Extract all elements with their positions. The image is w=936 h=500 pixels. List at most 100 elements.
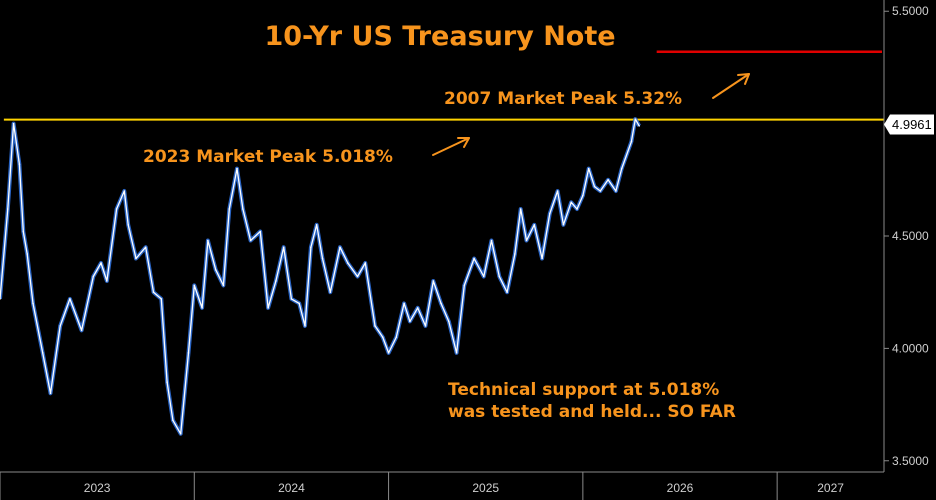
support-annotation-line-2: was tested and held... SO FAR bbox=[448, 402, 736, 422]
price-point bbox=[533, 223, 536, 226]
price-point bbox=[152, 291, 155, 293]
price-point bbox=[416, 307, 419, 309]
price-point bbox=[201, 307, 203, 309]
price-point bbox=[582, 194, 584, 197]
peak-2023-label: 2023 Market Peak 5.018% bbox=[143, 147, 393, 167]
last-price-badge-shape bbox=[884, 114, 934, 135]
price-point bbox=[620, 167, 623, 170]
x-axis-ticks: 2023 2024 2025 2026 2027 bbox=[0, 472, 844, 500]
price-point bbox=[304, 325, 306, 327]
price-point bbox=[80, 329, 83, 332]
price-point bbox=[228, 208, 231, 210]
price-point bbox=[0, 298, 1, 300]
price-point bbox=[599, 190, 602, 192]
price-point bbox=[541, 257, 543, 260]
price-point bbox=[222, 284, 225, 287]
price-point bbox=[187, 352, 190, 354]
price-point bbox=[290, 298, 293, 300]
price-point bbox=[275, 280, 277, 282]
last-price-badge: 4.9961 bbox=[884, 114, 934, 135]
price-point bbox=[193, 284, 196, 287]
price-point bbox=[490, 239, 493, 242]
price-point bbox=[32, 302, 34, 305]
price-point bbox=[498, 275, 501, 278]
price-point bbox=[630, 140, 633, 143]
x-tick-label: 2027 bbox=[817, 481, 844, 495]
price-point bbox=[562, 223, 565, 226]
price-point bbox=[432, 280, 435, 282]
price-series-line bbox=[0, 118, 640, 435]
price-point bbox=[395, 336, 398, 338]
price-point bbox=[69, 298, 71, 300]
price-point bbox=[106, 280, 108, 282]
peak-2007-label: 2007 Market Peak 5.32% bbox=[444, 89, 682, 109]
price-point bbox=[172, 419, 174, 422]
price-point bbox=[144, 246, 147, 249]
price-point bbox=[41, 352, 44, 354]
price-point bbox=[587, 167, 590, 170]
price-point bbox=[298, 302, 301, 305]
price-point bbox=[267, 307, 269, 309]
price-point bbox=[506, 291, 508, 293]
price-point bbox=[374, 325, 376, 327]
y-tick-label: 4.5000 bbox=[892, 229, 929, 243]
price-point bbox=[135, 257, 137, 260]
price-point bbox=[570, 201, 572, 204]
price-point bbox=[576, 208, 578, 210]
price-point bbox=[6, 208, 9, 210]
price-point bbox=[26, 253, 29, 255]
price-point bbox=[22, 230, 25, 233]
price-point bbox=[236, 167, 238, 170]
arrow-to-2007-peak bbox=[712, 73, 750, 99]
price-point bbox=[440, 302, 442, 305]
price-point bbox=[315, 223, 318, 226]
price-point bbox=[381, 336, 384, 338]
price-point bbox=[100, 262, 102, 264]
price-point bbox=[448, 320, 450, 323]
y-tick-label: 4.0000 bbox=[892, 341, 929, 355]
price-point bbox=[127, 223, 130, 226]
price-point bbox=[615, 190, 617, 192]
x-tick-label: 2026 bbox=[667, 481, 694, 495]
y-tick-label: 5.5000 bbox=[892, 4, 929, 18]
price-point bbox=[329, 291, 332, 293]
support-annotation-line-1: Technical support at 5.018% bbox=[448, 380, 719, 400]
price-point bbox=[282, 246, 285, 249]
price-point bbox=[403, 302, 405, 305]
price-point bbox=[259, 230, 262, 233]
x-tick-label: 2024 bbox=[278, 481, 305, 495]
arrow-to-2023-peak bbox=[432, 137, 470, 156]
chart-title: 10-Yr US Treasury Note bbox=[264, 21, 615, 52]
price-point bbox=[249, 239, 252, 242]
price-point bbox=[519, 208, 522, 210]
x-tick-label: 2025 bbox=[472, 481, 499, 495]
price-point bbox=[12, 122, 15, 125]
x-tick-label: 2023 bbox=[84, 481, 111, 495]
price-point bbox=[92, 275, 95, 278]
plot-area bbox=[0, 50, 884, 436]
price-point bbox=[463, 284, 466, 287]
price-point bbox=[364, 262, 367, 264]
price-point bbox=[160, 298, 163, 300]
price-point bbox=[455, 352, 458, 354]
price-point bbox=[179, 432, 182, 435]
price-point bbox=[59, 325, 62, 327]
price-point bbox=[638, 125, 640, 127]
price-point bbox=[123, 190, 126, 192]
price-point bbox=[556, 190, 559, 192]
price-point bbox=[549, 212, 551, 215]
price-point bbox=[356, 275, 359, 278]
price-point bbox=[207, 239, 209, 242]
price-point bbox=[166, 381, 168, 383]
price-point bbox=[424, 325, 427, 327]
last-price-label: 4.9961 bbox=[892, 117, 932, 132]
price-point bbox=[49, 392, 52, 395]
price-point bbox=[409, 320, 411, 323]
price-point bbox=[473, 257, 475, 260]
price-point bbox=[387, 352, 390, 354]
price-point bbox=[321, 257, 324, 260]
price-point bbox=[346, 262, 349, 264]
